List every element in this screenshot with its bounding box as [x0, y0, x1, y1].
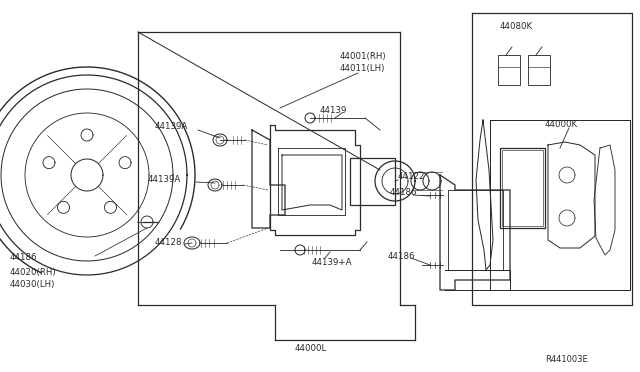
Text: 44080K: 44080K [500, 22, 533, 31]
Text: 44001(RH): 44001(RH) [340, 52, 387, 61]
Bar [448, 190, 503, 270]
Text: 44186: 44186 [388, 252, 415, 261]
Text: 44030(LH): 44030(LH) [10, 280, 56, 289]
Text: R441003E: R441003E [545, 355, 588, 364]
Text: 44000K: 44000K [545, 120, 578, 129]
Text: 44122: 44122 [398, 172, 426, 181]
Bar [498, 55, 520, 85]
Text: 44139: 44139 [320, 106, 348, 115]
Text: 44011(LH): 44011(LH) [340, 64, 385, 73]
Text: 44139A: 44139A [155, 122, 188, 131]
Text: 44000L: 44000L [295, 344, 327, 353]
Bar [502, 150, 543, 226]
Text: 44139A: 44139A [148, 175, 181, 184]
Bar [528, 55, 550, 85]
Bar [500, 148, 545, 228]
Text: 44186: 44186 [390, 188, 417, 197]
Text: 44186: 44186 [10, 253, 38, 262]
Bar [350, 158, 395, 205]
Text: 44020(RH): 44020(RH) [10, 268, 56, 277]
Text: 44128: 44128 [155, 238, 182, 247]
Text: 44139+A: 44139+A [312, 258, 353, 267]
